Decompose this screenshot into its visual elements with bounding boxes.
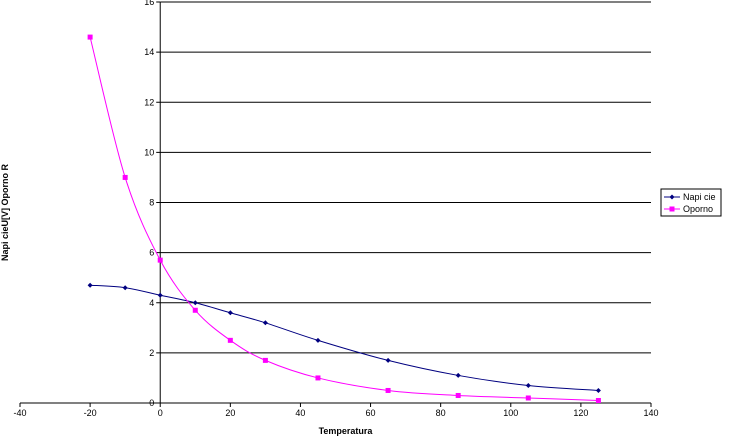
plot-series	[87, 34, 601, 403]
data-point	[525, 382, 531, 388]
data-point	[262, 320, 268, 326]
y-tick-label: 4	[149, 298, 154, 308]
data-point	[385, 357, 391, 363]
series-napiecie	[87, 282, 601, 393]
data-point	[595, 397, 601, 403]
series-opornosc	[87, 34, 601, 403]
x-tick-label: 140	[643, 408, 658, 418]
legend-label-napiecie: Napi cie	[683, 192, 716, 202]
data-point	[385, 387, 391, 393]
x-tick-label: 20	[225, 408, 235, 418]
y-tick-label: 6	[149, 248, 154, 258]
y-tick-label: 10	[144, 147, 154, 157]
x-tick-label: 100	[503, 408, 518, 418]
legend-item-napiecie: Napi cie	[664, 192, 716, 202]
data-point	[122, 174, 128, 180]
series-line	[90, 284, 599, 391]
tick-labels: -40 -20 0 20 40 60 80 100 120 140 0 2 4 6 8 10 12 14 16	[13, 0, 658, 418]
data-point	[315, 337, 321, 343]
data-point	[262, 357, 268, 363]
data-point	[455, 372, 461, 378]
data-point	[87, 34, 93, 40]
x-tick-label: 0	[158, 408, 163, 418]
legend-marker-opornosc	[669, 206, 675, 212]
y-tick-label: 12	[144, 97, 154, 107]
x-tick-label: 40	[295, 408, 305, 418]
y-tick-label: 8	[149, 198, 154, 208]
legend-label-opornosc: Oporno	[683, 204, 713, 214]
axes	[19, 1, 652, 407]
data-point	[525, 395, 531, 401]
y-tick-label: 2	[149, 348, 154, 358]
data-point	[192, 307, 198, 313]
data-point	[157, 292, 163, 298]
x-tick-label: -20	[84, 408, 97, 418]
legend-marker-napiecie	[669, 194, 675, 200]
y-tick-label: 16	[144, 0, 154, 7]
data-point	[192, 300, 198, 306]
data-point	[227, 337, 233, 343]
y-tick-label: 0	[149, 398, 154, 408]
x-axis-title: Temperatura	[319, 426, 374, 436]
data-point	[157, 257, 163, 263]
data-point	[315, 375, 321, 381]
x-tick-label: 80	[436, 408, 446, 418]
data-point	[122, 285, 128, 291]
data-point	[595, 387, 601, 393]
legend: Napi cie Oporno	[660, 188, 722, 217]
y-axis-title: Napi cieU[V] Oporno R	[0, 164, 10, 262]
data-point	[455, 392, 461, 398]
y-tick-label: 14	[144, 47, 154, 57]
x-tick-label: -40	[13, 408, 26, 418]
x-tick-label: 120	[573, 408, 588, 418]
x-tick-label: 60	[366, 408, 376, 418]
data-point	[87, 282, 93, 288]
legend-item-opornosc: Oporno	[664, 204, 713, 214]
data-point	[227, 310, 233, 316]
grid-lines	[160, 1, 651, 354]
series-line	[89, 36, 599, 401]
